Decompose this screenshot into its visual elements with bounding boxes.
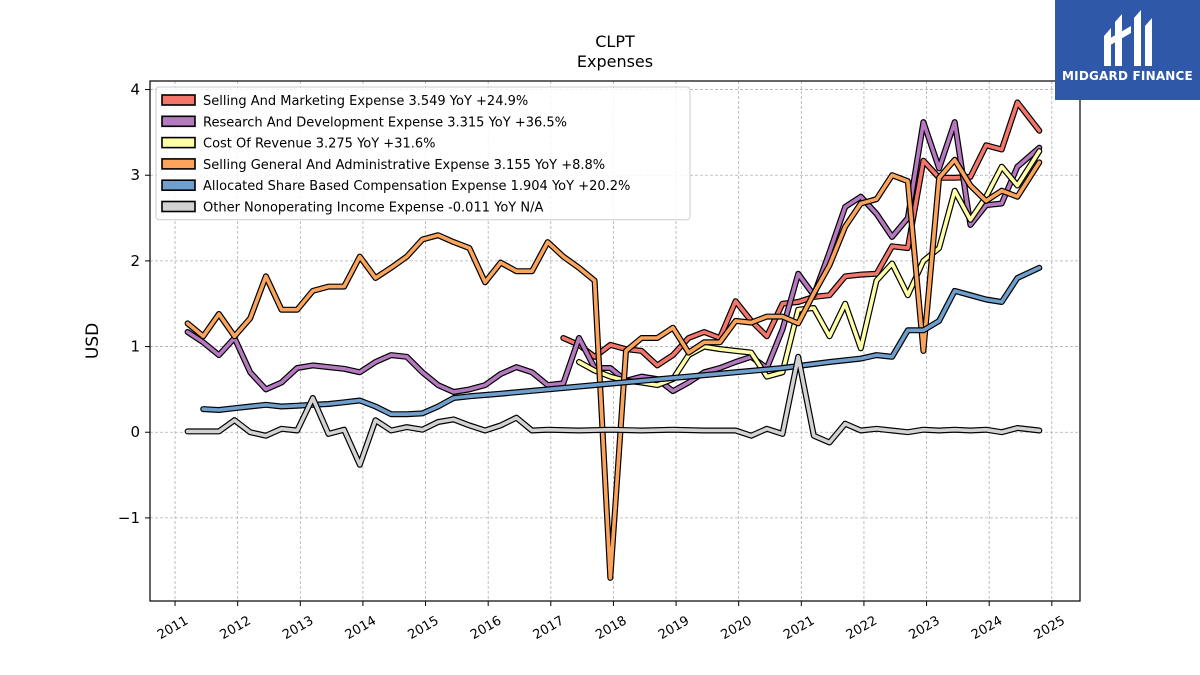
legend-label: Other Nonoperating Income Expense -0.011… (203, 201, 543, 216)
legend-entry: Selling General And Administrative Expen… (161, 158, 605, 173)
plot-area-frame (149, 80, 1081, 602)
brand-name: MIDGARD FINANCE (1062, 69, 1193, 83)
x-tick-label: 2025 (1032, 613, 1068, 643)
series-lines (184, 99, 1043, 581)
x-tick-label: 2020 (719, 613, 755, 643)
legend-box (155, 86, 691, 221)
series-1 (560, 99, 1043, 369)
y-tick-label: 2 (130, 252, 140, 270)
x-tick-label: 2022 (844, 613, 880, 643)
y-tick-label: 3 (130, 166, 140, 184)
legend-entry: Research And Development Expense 3.315 Y… (161, 115, 567, 130)
y-tick-label: 1 (130, 338, 140, 356)
legend-swatch (161, 200, 196, 213)
x-tick-label: 2013 (280, 613, 316, 643)
legend-entry: Selling And Marketing Expense 3.549 YoY … (161, 94, 528, 109)
x-tick-label: 2018 (593, 613, 629, 643)
legend-swatch (161, 94, 196, 106)
legend-entry: Allocated Share Based Compensation Expen… (161, 179, 630, 194)
x-tick-label: 2017 (531, 613, 567, 643)
x-tick-label: 2024 (969, 613, 1005, 643)
legend-label: Allocated Share Based Compensation Expen… (203, 179, 630, 194)
series-line (185, 158, 1042, 580)
series-line (561, 100, 1042, 368)
y-axis-label: USD (83, 323, 103, 359)
series-6 (184, 353, 1043, 468)
series-line (185, 355, 1042, 467)
legend-entry: Cost Of Revenue 3.275 YoY +31.6% (161, 136, 436, 152)
x-tick-label: 2019 (656, 613, 692, 643)
legend-swatch (161, 158, 196, 170)
legend-label: Research And Development Expense 3.315 Y… (203, 115, 567, 130)
series-line (201, 266, 1042, 416)
legend-label: Selling And Marketing Expense 3.549 YoY … (203, 94, 528, 109)
midgard-finance-logo: MIDGARD FINANCE (1055, 0, 1200, 100)
midgard-logo-icon (1104, 10, 1152, 66)
legend-label: Cost Of Revenue 3.275 YoY +31.6% (203, 137, 436, 152)
x-tick-label: 2023 (906, 613, 942, 643)
legend-entry: Other Nonoperating Income Expense -0.011… (161, 200, 543, 216)
x-tick-label: 2015 (405, 613, 441, 643)
legend-swatch (161, 136, 196, 149)
chart-subtitle: Expenses (577, 52, 653, 71)
series-4 (184, 156, 1043, 581)
y-tick-label: 4 (130, 81, 140, 99)
series-2 (184, 119, 1043, 395)
x-tick-label: 2016 (468, 613, 504, 643)
series-line (185, 120, 1042, 394)
series-5 (200, 264, 1043, 418)
chart-title: CLPT (595, 32, 635, 51)
x-tick-label: 2021 (781, 613, 817, 643)
legend: Selling And Marketing Expense 3.549 YoY … (155, 86, 691, 221)
y-tick-label: 0 (130, 423, 140, 441)
legend-swatch (161, 179, 196, 191)
legend-label: Selling General And Administrative Expen… (203, 158, 605, 173)
x-tick-label: 2014 (343, 613, 379, 643)
x-tick-label: 2011 (155, 613, 191, 643)
legend-swatch (161, 115, 196, 128)
y-tick-label: −1 (118, 509, 140, 527)
x-tick-label: 2012 (218, 613, 254, 643)
